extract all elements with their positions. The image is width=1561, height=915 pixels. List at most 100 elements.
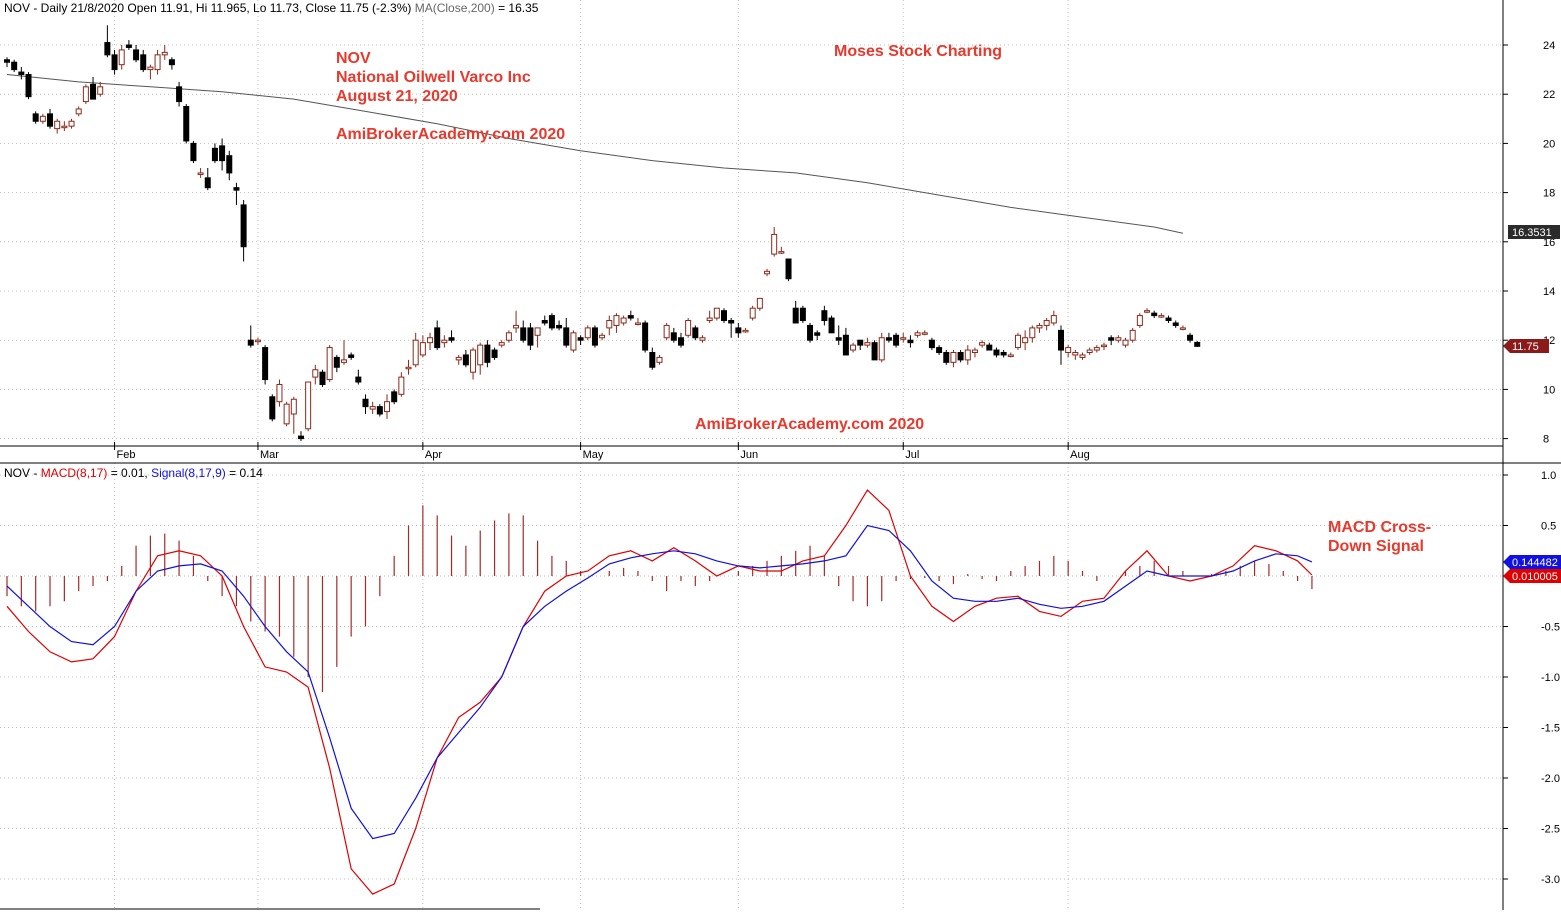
candle-body: [25, 74, 32, 98]
ma-value-badge: 16.3531: [1508, 225, 1560, 239]
candle: [685, 318, 692, 338]
candle: [699, 335, 706, 343]
price-ytick-label: 20: [1543, 138, 1555, 150]
candle-body: [427, 337, 434, 344]
candle-body: [90, 83, 97, 100]
candle: [297, 431, 304, 442]
candle: [147, 64, 154, 80]
candle: [971, 347, 978, 358]
candle: [620, 315, 627, 326]
candle: [1115, 335, 1122, 343]
candle: [1101, 342, 1108, 351]
candle-body: [850, 344, 857, 351]
price-xtick-label: May: [583, 449, 604, 461]
candle: [75, 106, 82, 117]
candle-body: [140, 54, 147, 71]
candle: [4, 57, 10, 68]
candle-body: [778, 251, 785, 254]
close-value-badge: 11.75: [1503, 339, 1549, 353]
candle-body: [1079, 354, 1086, 358]
candle: [283, 401, 290, 427]
candle: [1065, 345, 1072, 358]
candle-body: [75, 108, 82, 115]
candle-body: [1115, 337, 1122, 341]
candle: [197, 168, 204, 178]
candle: [785, 258, 792, 282]
annotation-company: National Oilwell Varco Inc: [336, 69, 531, 86]
candle-body: [412, 339, 419, 366]
candle: [183, 104, 190, 144]
candle: [735, 322, 742, 338]
candle-body: [168, 59, 175, 66]
candle: [570, 330, 577, 353]
candle-body: [627, 315, 634, 319]
candle: [226, 150, 233, 181]
price-xtick-label: Jun: [740, 449, 758, 461]
candle-body: [355, 376, 362, 383]
candle-body: [577, 337, 584, 341]
candle: [993, 347, 1000, 358]
candle: [627, 310, 634, 321]
annotation-ticker: NOV: [336, 50, 371, 67]
candle: [1029, 325, 1036, 343]
candle: [326, 345, 333, 383]
candle: [1194, 341, 1201, 347]
candle: [477, 342, 484, 375]
candle: [828, 315, 835, 334]
macd-ytick-label: -2.0: [1541, 773, 1560, 785]
candle: [190, 140, 197, 164]
candle-body: [240, 204, 247, 248]
candle-body: [749, 307, 756, 319]
candle-body: [792, 307, 799, 324]
candle-body: [914, 332, 921, 336]
candle: [133, 45, 140, 63]
candle: [885, 332, 892, 343]
price-ytick-label: 14: [1543, 286, 1555, 298]
candle-body: [613, 315, 620, 326]
candle-body: [183, 106, 190, 142]
candle-body: [211, 147, 218, 162]
price-ytick-label: 8: [1543, 434, 1549, 446]
candle: [986, 342, 993, 351]
candle-body: [835, 337, 842, 341]
close-value-badge-text: 11.75: [1512, 341, 1539, 353]
macd-histogram: [6, 505, 1313, 693]
candle-body: [957, 352, 964, 361]
signal-value-badge: 0.144482: [1503, 555, 1561, 569]
candle-body: [1014, 334, 1021, 349]
annotation-site: AmiBrokerAcademy.com 2020: [336, 126, 565, 143]
annotation-brand: Moses Stock Charting: [834, 43, 1002, 60]
candle: [706, 310, 713, 323]
candle: [204, 168, 211, 191]
candle-body: [692, 327, 699, 339]
candle-body: [1086, 349, 1093, 354]
candle: [319, 369, 326, 387]
candle: [721, 308, 727, 323]
candle-body: [1093, 347, 1100, 351]
candle: [513, 310, 520, 333]
candle-body: [871, 342, 878, 361]
ma200-line: [6, 74, 1184, 234]
candle-body: [520, 327, 527, 341]
candle: [434, 320, 441, 351]
candle-body: [1101, 344, 1108, 348]
candle: [764, 268, 771, 277]
candle: [441, 335, 448, 348]
candle-body: [470, 349, 477, 373]
candle-body: [362, 398, 369, 408]
candle-body: [125, 44, 132, 48]
candle-body: [900, 337, 907, 340]
candle: [1165, 315, 1172, 323]
candle-body: [283, 403, 290, 425]
candle-body: [118, 49, 125, 66]
candle: [1108, 335, 1115, 346]
candle-body: [1172, 322, 1179, 326]
candle: [921, 330, 928, 336]
candle-body: [477, 344, 484, 366]
candle-body: [742, 329, 749, 333]
candle: [835, 325, 842, 346]
candle-body: [584, 327, 591, 339]
candles: [4, 25, 1201, 442]
